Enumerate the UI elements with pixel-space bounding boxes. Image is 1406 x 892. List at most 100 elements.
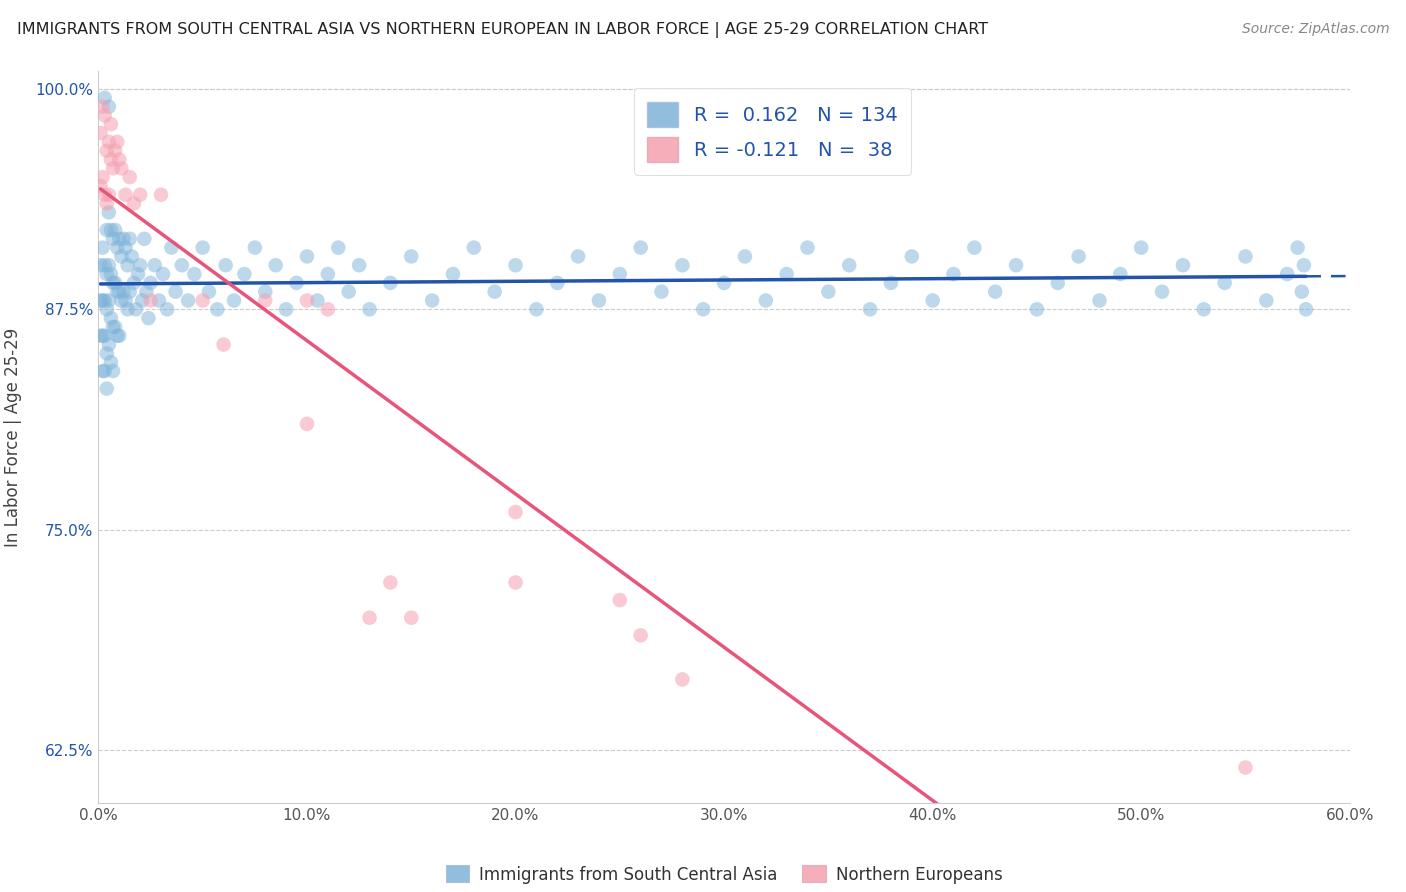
Point bbox=[900, 249, 922, 263]
Point bbox=[254, 285, 277, 299]
Point bbox=[1234, 760, 1257, 774]
Point bbox=[505, 258, 527, 272]
Point bbox=[91, 241, 114, 255]
Point bbox=[1109, 267, 1132, 281]
Point bbox=[671, 673, 693, 687]
Point bbox=[96, 302, 118, 317]
Point bbox=[156, 302, 179, 317]
Point bbox=[110, 249, 132, 263]
Point bbox=[295, 293, 318, 308]
Point bbox=[505, 575, 527, 590]
Point bbox=[101, 232, 124, 246]
Point bbox=[713, 276, 735, 290]
Point bbox=[1295, 302, 1317, 317]
Point bbox=[630, 628, 652, 642]
Point bbox=[191, 241, 214, 255]
Point bbox=[150, 187, 173, 202]
Point bbox=[212, 337, 235, 351]
Point bbox=[316, 267, 339, 281]
Text: Source: ZipAtlas.com: Source: ZipAtlas.com bbox=[1241, 22, 1389, 37]
Point bbox=[222, 293, 245, 308]
Point bbox=[122, 196, 145, 211]
Point bbox=[328, 241, 350, 255]
Point bbox=[1192, 302, 1215, 317]
Point bbox=[97, 205, 120, 219]
Point bbox=[100, 355, 122, 369]
Point bbox=[112, 232, 135, 246]
Point bbox=[118, 170, 141, 185]
Point bbox=[117, 258, 139, 272]
Point bbox=[89, 126, 111, 140]
Point bbox=[1088, 293, 1111, 308]
Point bbox=[307, 293, 329, 308]
Point bbox=[316, 302, 339, 317]
Point bbox=[112, 285, 135, 299]
Point bbox=[101, 276, 124, 290]
Point bbox=[347, 258, 370, 272]
Point bbox=[114, 241, 136, 255]
Point bbox=[264, 258, 287, 272]
Point bbox=[651, 285, 673, 299]
Point bbox=[135, 285, 157, 299]
Point bbox=[755, 293, 778, 308]
Point bbox=[441, 267, 464, 281]
Point bbox=[838, 258, 860, 272]
Point bbox=[93, 258, 115, 272]
Point bbox=[1026, 302, 1049, 317]
Point bbox=[1150, 285, 1173, 299]
Point bbox=[108, 328, 131, 343]
Point bbox=[101, 364, 124, 378]
Point bbox=[505, 505, 527, 519]
Point bbox=[170, 258, 193, 272]
Point bbox=[588, 293, 610, 308]
Point bbox=[1005, 258, 1028, 272]
Point bbox=[165, 285, 187, 299]
Point bbox=[734, 249, 756, 263]
Point bbox=[96, 144, 118, 158]
Y-axis label: In Labor Force | Age 25-29: In Labor Force | Age 25-29 bbox=[4, 327, 21, 547]
Point bbox=[89, 328, 111, 343]
Point bbox=[243, 241, 266, 255]
Point bbox=[100, 153, 122, 167]
Point bbox=[97, 100, 120, 114]
Point bbox=[114, 187, 136, 202]
Point bbox=[105, 285, 128, 299]
Point bbox=[1292, 258, 1315, 272]
Point bbox=[100, 223, 122, 237]
Point bbox=[380, 276, 402, 290]
Point bbox=[93, 293, 115, 308]
Point bbox=[1286, 241, 1309, 255]
Point bbox=[880, 276, 903, 290]
Text: IMMIGRANTS FROM SOUTH CENTRAL ASIA VS NORTHERN EUROPEAN IN LABOR FORCE | AGE 25-: IMMIGRANTS FROM SOUTH CENTRAL ASIA VS NO… bbox=[17, 22, 988, 38]
Point bbox=[96, 346, 118, 360]
Point bbox=[100, 267, 122, 281]
Point bbox=[359, 302, 381, 317]
Point bbox=[359, 611, 381, 625]
Point bbox=[1256, 293, 1278, 308]
Point bbox=[97, 135, 120, 149]
Point bbox=[1130, 241, 1153, 255]
Point bbox=[183, 267, 205, 281]
Point bbox=[131, 293, 153, 308]
Point bbox=[93, 91, 115, 105]
Point bbox=[796, 241, 818, 255]
Point bbox=[143, 258, 166, 272]
Point bbox=[1234, 249, 1257, 263]
Point bbox=[921, 293, 943, 308]
Point bbox=[89, 258, 111, 272]
Point bbox=[122, 276, 145, 290]
Point bbox=[380, 575, 402, 590]
Point bbox=[1067, 249, 1090, 263]
Point bbox=[138, 311, 160, 326]
Point bbox=[93, 108, 115, 122]
Point bbox=[89, 178, 111, 193]
Point bbox=[254, 293, 277, 308]
Point bbox=[93, 328, 115, 343]
Point bbox=[101, 161, 124, 176]
Point bbox=[97, 187, 120, 202]
Point bbox=[117, 302, 139, 317]
Point bbox=[121, 249, 143, 263]
Point bbox=[420, 293, 443, 308]
Point bbox=[91, 364, 114, 378]
Point bbox=[91, 293, 114, 308]
